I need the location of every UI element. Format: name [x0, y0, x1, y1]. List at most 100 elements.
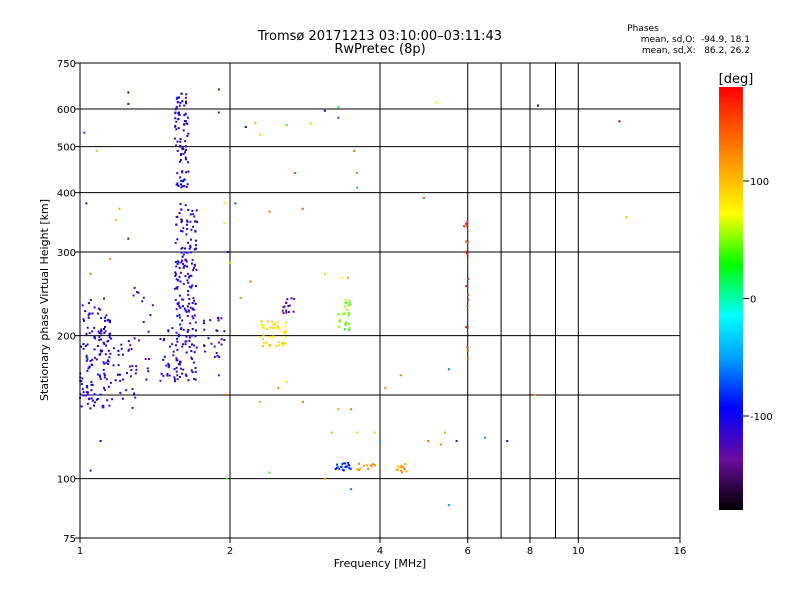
data-point: [184, 251, 187, 254]
data-point: [89, 298, 92, 301]
data-point: [181, 259, 184, 262]
data-point: [191, 308, 194, 311]
data-point: [103, 362, 106, 365]
data-point: [111, 398, 114, 401]
data-point: [102, 361, 105, 364]
data-point: [254, 122, 257, 125]
data-point: [277, 325, 280, 328]
data-point: [95, 358, 98, 361]
data-point: [186, 219, 189, 222]
data-point: [625, 216, 628, 219]
data-point: [399, 374, 402, 377]
data-point: [285, 309, 288, 312]
data-point: [185, 310, 188, 313]
data-point: [185, 374, 188, 377]
data-point: [467, 278, 470, 280]
data-point: [272, 326, 275, 329]
colorbar-label: [deg]: [719, 72, 754, 87]
data-point: [174, 108, 177, 111]
data-point: [347, 461, 350, 464]
data-point: [179, 280, 182, 283]
data-point: [117, 349, 120, 352]
data-point: [338, 467, 341, 470]
data-point: [90, 397, 93, 400]
data-point: [176, 100, 179, 103]
data-point: [343, 312, 346, 315]
data-point: [217, 316, 220, 319]
data-point: [309, 122, 312, 125]
data-point: [105, 378, 108, 381]
data-point: [284, 342, 287, 345]
x-tick-label: 4: [377, 546, 383, 557]
data-point: [284, 325, 287, 328]
data-point: [284, 321, 287, 324]
data-point: [439, 443, 442, 446]
data-point: [176, 140, 179, 143]
data-point: [80, 380, 83, 383]
data-point: [102, 406, 105, 409]
data-point: [108, 356, 111, 359]
data-point: [108, 404, 111, 407]
data-point: [337, 106, 340, 109]
colorbar-tick-label: 0: [750, 295, 756, 306]
data-point: [344, 322, 347, 325]
data-point: [397, 465, 400, 468]
data-point: [93, 336, 96, 339]
data-point: [465, 326, 468, 329]
data-point: [287, 311, 290, 313]
data-point: [194, 321, 197, 324]
data-point: [175, 265, 178, 268]
data-point: [195, 329, 197, 332]
x-tick-label: 10: [572, 546, 585, 557]
data-point: [188, 346, 191, 348]
data-point: [182, 148, 185, 151]
data-point: [175, 105, 178, 108]
data-point: [181, 246, 184, 249]
data-point: [397, 468, 399, 471]
data-point: [537, 104, 539, 107]
data-point: [94, 401, 96, 404]
data-point: [404, 463, 407, 465]
data-point: [149, 314, 152, 317]
data-point: [175, 344, 177, 347]
data-point: [189, 306, 192, 309]
data-point: [215, 352, 218, 354]
data-point: [91, 312, 94, 315]
data-point: [340, 465, 343, 468]
data-point: [192, 361, 195, 364]
data-point: [181, 319, 184, 322]
data-point: [82, 343, 85, 345]
data-point: [178, 316, 181, 319]
data-point: [103, 386, 105, 389]
data-point: [80, 345, 82, 348]
data-point: [277, 387, 280, 390]
data-point: [162, 358, 165, 361]
data-point: [338, 325, 340, 328]
data-point: [367, 467, 370, 470]
data-point: [122, 378, 125, 381]
data-point: [175, 97, 178, 100]
data-point: [274, 322, 277, 325]
data-point: [180, 218, 183, 221]
x-tick-label: 16: [674, 546, 687, 557]
data-point: [223, 338, 226, 341]
grid: [80, 63, 680, 538]
data-point: [103, 328, 105, 330]
data-point: [177, 185, 180, 187]
data-point: [195, 247, 198, 250]
colorbar-ticks: 100 0 -100: [743, 177, 773, 423]
data-point: [202, 319, 205, 322]
x-tick-label: 8: [527, 546, 533, 557]
data-point: [357, 462, 360, 465]
data-point: [187, 161, 189, 164]
data-point: [130, 369, 133, 371]
data-point: [88, 398, 91, 401]
data-point: [443, 431, 446, 434]
data-point: [184, 275, 187, 278]
data-point: [134, 396, 137, 399]
data-point: [122, 397, 124, 400]
x-tick-label: 2: [227, 546, 233, 557]
data-point: [87, 314, 90, 317]
data-point: [100, 328, 103, 331]
data-point: [422, 196, 425, 199]
